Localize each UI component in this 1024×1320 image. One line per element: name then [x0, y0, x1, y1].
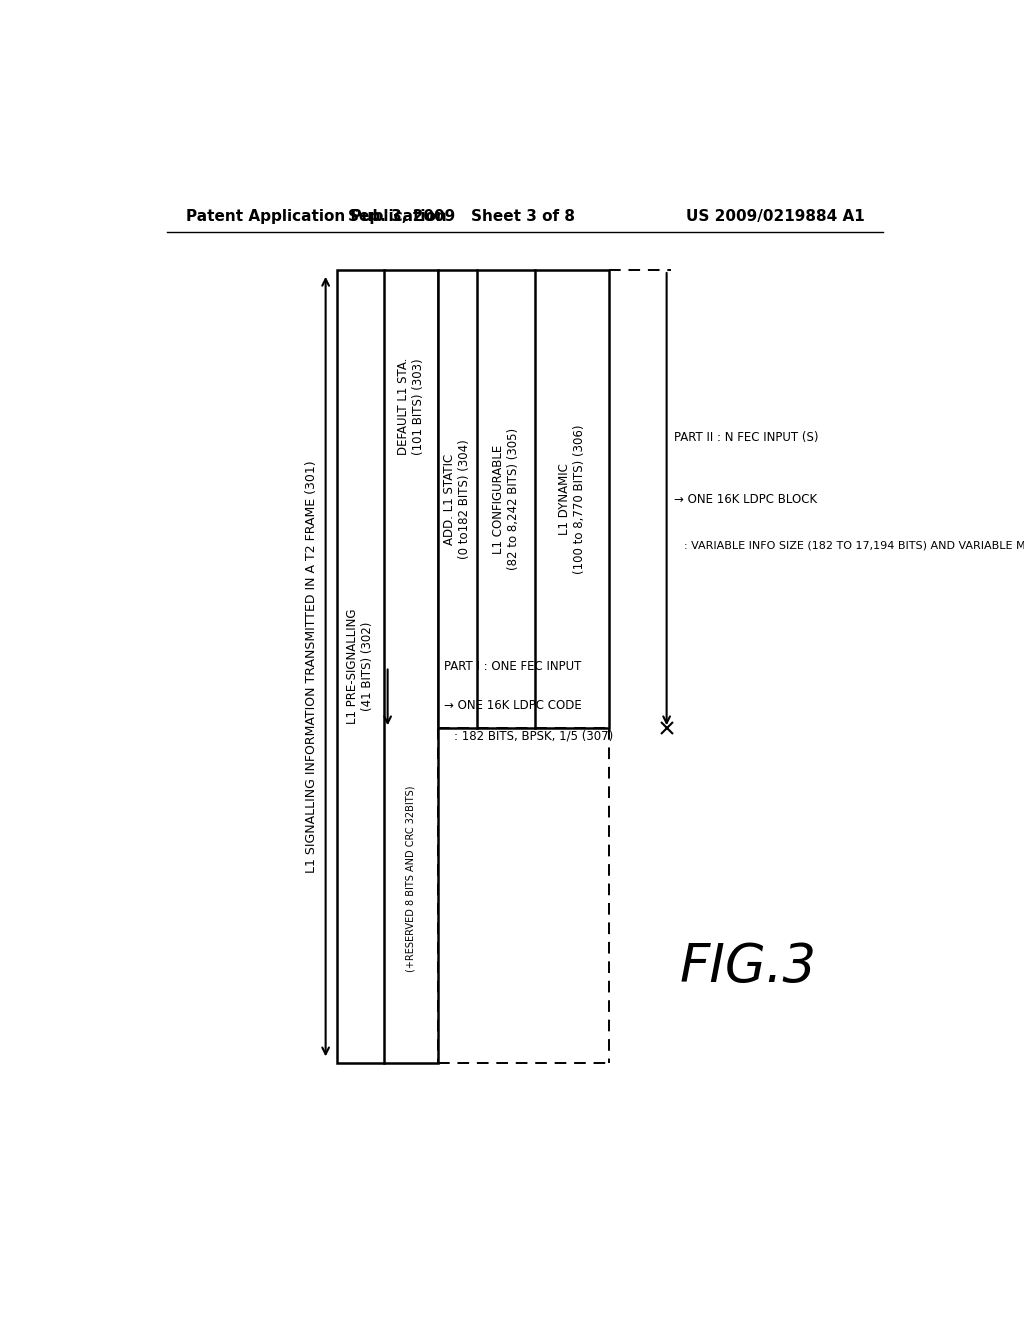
Text: → ONE 16K LDPC BLOCK: → ONE 16K LDPC BLOCK	[675, 492, 817, 506]
Text: L1 PRE-SIGNALLING
(41 BITS) (302): L1 PRE-SIGNALLING (41 BITS) (302)	[346, 609, 375, 725]
Text: → ONE 16K LDPC CODE: → ONE 16K LDPC CODE	[444, 698, 582, 711]
Text: Sep. 3, 2009   Sheet 3 of 8: Sep. 3, 2009 Sheet 3 of 8	[348, 209, 574, 223]
Text: : VARIABLE INFO SIZE (182 TO 17,194 BITS) AND VARIABLE MCS (308): : VARIABLE INFO SIZE (182 TO 17,194 BITS…	[684, 540, 1024, 550]
Text: : 182 BITS, BPSK, 1/5 (307): : 182 BITS, BPSK, 1/5 (307)	[454, 730, 612, 742]
Bar	[438, 271, 608, 729]
Text: DEFAULT L1 STA.
(101 BITS) (303): DEFAULT L1 STA. (101 BITS) (303)	[397, 358, 425, 455]
Text: L1 CONFIGURABLE
(82 to 8,242 BITS) (305): L1 CONFIGURABLE (82 to 8,242 BITS) (305)	[492, 428, 520, 570]
Text: PART II : N FEC INPUT (S): PART II : N FEC INPUT (S)	[675, 432, 819, 444]
Bar	[337, 271, 438, 1063]
Text: US 2009/0219884 A1: US 2009/0219884 A1	[685, 209, 864, 223]
Text: ADD. L1 STATIC
(0 to182 BITS) (304): ADD. L1 STATIC (0 to182 BITS) (304)	[443, 440, 471, 558]
Text: Patent Application Publication: Patent Application Publication	[186, 209, 446, 223]
Text: L1 DYNAMIC
(100 to 8,770 BITS) (306): L1 DYNAMIC (100 to 8,770 BITS) (306)	[558, 424, 586, 574]
Text: L1 SIGNALLING INFORMATION TRANSMITTED IN A T2 FRAME (301): L1 SIGNALLING INFORMATION TRANSMITTED IN…	[305, 461, 318, 873]
Text: (+RESERVED 8 BITS AND CRC 32BITS): (+RESERVED 8 BITS AND CRC 32BITS)	[406, 785, 416, 972]
Text: PART I : ONE FEC INPUT: PART I : ONE FEC INPUT	[444, 660, 582, 673]
Text: FIG.3: FIG.3	[680, 941, 816, 993]
